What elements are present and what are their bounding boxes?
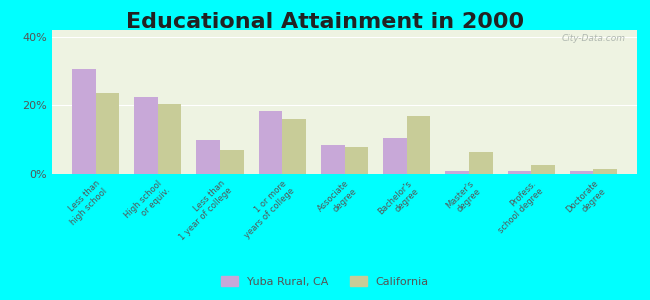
Bar bbox=[196, 140, 220, 174]
Legend: Yuba Rural, CA, California: Yuba Rural, CA, California bbox=[216, 272, 434, 291]
Bar bbox=[531, 165, 555, 174]
Bar bbox=[282, 119, 306, 174]
Bar bbox=[344, 147, 368, 174]
Bar bbox=[445, 171, 469, 174]
Bar bbox=[321, 145, 345, 174]
Bar bbox=[570, 171, 593, 174]
Bar bbox=[593, 169, 617, 174]
Bar bbox=[134, 97, 158, 174]
Bar bbox=[158, 104, 181, 174]
Bar bbox=[220, 150, 244, 174]
Bar bbox=[407, 116, 430, 174]
Bar bbox=[259, 111, 282, 174]
Text: City-Data.com: City-Data.com bbox=[562, 34, 625, 43]
Text: Educational Attainment in 2000: Educational Attainment in 2000 bbox=[126, 12, 524, 32]
Bar bbox=[72, 69, 96, 174]
Bar bbox=[508, 171, 531, 174]
Bar bbox=[96, 93, 119, 174]
Bar bbox=[383, 138, 407, 174]
Bar bbox=[469, 152, 493, 174]
